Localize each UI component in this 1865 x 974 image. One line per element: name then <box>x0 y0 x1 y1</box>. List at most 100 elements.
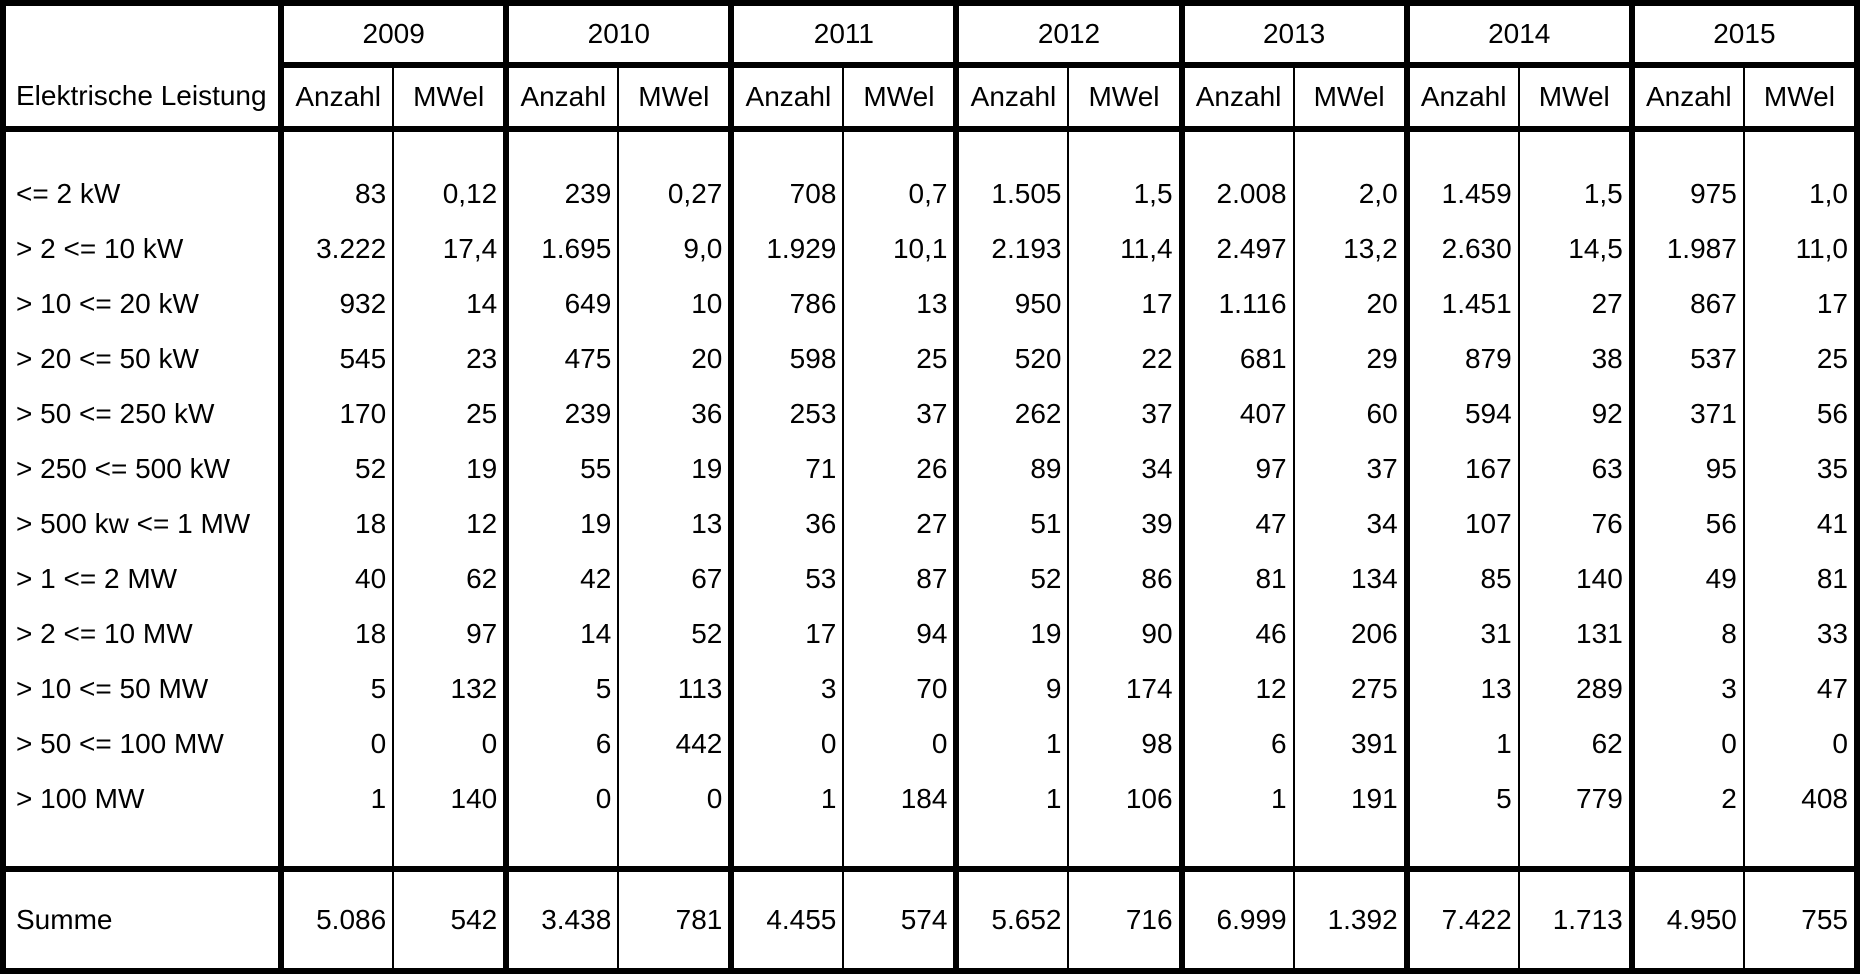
cell-anzahl: 14 <box>506 606 620 661</box>
cell-mwel: 39 <box>1068 496 1185 551</box>
blank-cell <box>1631 826 1745 872</box>
cell-mwel: 113 <box>618 661 735 716</box>
cell-mwel: 1,0 <box>1743 166 1861 221</box>
cell-anzahl: 1.505 <box>956 166 1070 221</box>
table-row: > 50 <= 250 kW 170 25 239 36 253 37 262 37 407 60 5… <box>0 386 1861 441</box>
blank-cell <box>1181 826 1295 872</box>
blank-cell <box>281 129 395 166</box>
cell-mwel: 191 <box>1293 771 1410 826</box>
cell-mwel: 25 <box>1743 331 1861 386</box>
table-row: > 10 <= 20 kW 932 14 649 10 786 13 950 17 1.116 20… <box>0 276 1861 331</box>
cell-mwel: 27 <box>1518 276 1635 331</box>
cell-mwel: 140 <box>1518 551 1635 606</box>
cell-anzahl: 950 <box>956 276 1070 331</box>
total-anzahl: 5.652 <box>956 869 1070 974</box>
blank-cell <box>731 129 845 166</box>
cell-anzahl: 6 <box>506 716 620 771</box>
cell-mwel: 289 <box>1518 661 1635 716</box>
cell-anzahl: 1 <box>731 771 845 826</box>
table-row: > 10 <= 50 MW 5 132 5 113 3 70 9 174 12 275 13 289 3 4… <box>0 661 1861 716</box>
blank-cell <box>1406 129 1520 166</box>
cell-mwel: 131 <box>1518 606 1635 661</box>
cell-anzahl: 1.987 <box>1631 221 1745 276</box>
cell-anzahl: 0 <box>281 716 395 771</box>
subheader-mwel: MWel <box>843 65 960 132</box>
cell-anzahl: 40 <box>281 551 395 606</box>
table-row: > 2 <= 10 MW 18 97 14 52 17 94 19 90 46 206 31 131 8 3… <box>0 606 1861 661</box>
cell-mwel: 0 <box>618 771 735 826</box>
cell-mwel: 22 <box>1068 331 1185 386</box>
table-row: <= 2 kW 83 0,12 239 0,27 708 0,7 1.505 1,5 2.008 2… <box>0 166 1861 221</box>
cell-anzahl: 12 <box>1181 661 1295 716</box>
table-row: > 500 kw <= 1 MW 18 12 19 13 36 27 51 39 47 34 107 7… <box>0 496 1861 551</box>
cell-anzahl: 2.008 <box>1181 166 1295 221</box>
cell-mwel: 52 <box>618 606 735 661</box>
year-header: 2013 <box>1181 0 1410 68</box>
row-label: > 10 <= 20 kW <box>0 276 285 331</box>
cell-anzahl: 13 <box>1406 661 1520 716</box>
cell-anzahl: 786 <box>731 276 845 331</box>
cell-mwel: 41 <box>1743 496 1861 551</box>
year-header: 2014 <box>1406 0 1635 68</box>
cell-anzahl: 3 <box>1631 661 1745 716</box>
row-label: > 2 <= 10 MW <box>0 606 285 661</box>
year-header: 2010 <box>506 0 735 68</box>
cell-anzahl: 42 <box>506 551 620 606</box>
cell-anzahl: 53 <box>731 551 845 606</box>
blank-cell <box>1068 129 1185 166</box>
row-label: > 50 <= 250 kW <box>0 386 285 441</box>
cell-mwel: 408 <box>1743 771 1861 826</box>
cell-anzahl: 1 <box>1406 716 1520 771</box>
cell-mwel: 17,4 <box>393 221 510 276</box>
cell-mwel: 35 <box>1743 441 1861 496</box>
cell-mwel: 63 <box>1518 441 1635 496</box>
subheader-anzahl: Anzahl <box>1631 65 1745 132</box>
cell-mwel: 37 <box>1068 386 1185 441</box>
cell-anzahl: 81 <box>1181 551 1295 606</box>
cell-anzahl: 708 <box>731 166 845 221</box>
cell-anzahl: 85 <box>1406 551 1520 606</box>
subheader-mwel: MWel <box>1293 65 1410 132</box>
cell-anzahl: 520 <box>956 331 1070 386</box>
total-mwel: 1.713 <box>1518 869 1635 974</box>
blank-cell <box>393 826 510 872</box>
cell-mwel: 0 <box>843 716 960 771</box>
cell-anzahl: 0 <box>506 771 620 826</box>
cell-mwel: 81 <box>1743 551 1861 606</box>
table-row: > 20 <= 50 kW 545 23 475 20 598 25 520 22 681 29 87… <box>0 331 1861 386</box>
cell-mwel: 29 <box>1293 331 1410 386</box>
cell-mwel: 442 <box>618 716 735 771</box>
blank-cell <box>506 826 620 872</box>
cell-anzahl: 52 <box>281 441 395 496</box>
cell-mwel: 275 <box>1293 661 1410 716</box>
cell-mwel: 10 <box>618 276 735 331</box>
cell-anzahl: 545 <box>281 331 395 386</box>
cell-anzahl: 239 <box>506 386 620 441</box>
cell-anzahl: 2.497 <box>1181 221 1295 276</box>
cell-anzahl: 0 <box>1631 716 1745 771</box>
table-row: > 100 MW 1 140 0 0 1 184 1 106 1 191 5 779 2 408 <box>0 771 1861 826</box>
cell-anzahl: 239 <box>506 166 620 221</box>
cell-mwel: 92 <box>1518 386 1635 441</box>
cell-mwel: 38 <box>1518 331 1635 386</box>
subheader-anzahl: Anzahl <box>281 65 395 132</box>
blank-cell <box>618 826 735 872</box>
cell-anzahl: 51 <box>956 496 1070 551</box>
blank-cell <box>506 129 620 166</box>
subheader-mwel: MWel <box>1743 65 1861 132</box>
cell-mwel: 0,7 <box>843 166 960 221</box>
cell-anzahl: 55 <box>506 441 620 496</box>
cell-mwel: 87 <box>843 551 960 606</box>
row-label: <= 2 kW <box>0 166 285 221</box>
row-label: > 500 kw <= 1 MW <box>0 496 285 551</box>
cell-anzahl: 681 <box>1181 331 1295 386</box>
cell-anzahl: 1 <box>281 771 395 826</box>
blank-cell <box>281 826 395 872</box>
cell-mwel: 0 <box>1743 716 1861 771</box>
table-row: > 250 <= 500 kW 52 19 55 19 71 26 89 34 97 37 167 63… <box>0 441 1861 496</box>
subheader-anzahl: Anzahl <box>506 65 620 132</box>
cell-mwel: 86 <box>1068 551 1185 606</box>
row-label: > 50 <= 100 MW <box>0 716 285 771</box>
total-mwel: 716 <box>1068 869 1185 974</box>
year-header: 2012 <box>956 0 1185 68</box>
